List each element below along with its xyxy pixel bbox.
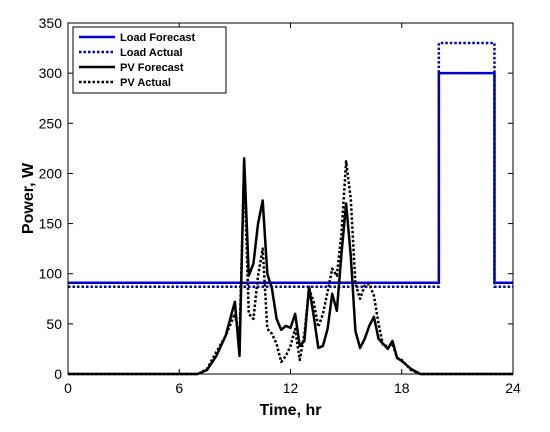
y-axis-label: Power, W	[20, 162, 37, 234]
x-tick-label: 0	[64, 380, 72, 396]
series-line-pv-actual	[68, 160, 513, 376]
y-tick-label: 350	[39, 15, 63, 31]
legend-label-load-actual: Load Actual	[120, 47, 183, 59]
x-axis-label: Time, hr	[260, 402, 322, 419]
x-tick-label: 6	[175, 380, 183, 396]
y-tick-label: 150	[39, 216, 63, 232]
y-tick-label: 300	[39, 65, 63, 81]
series-line-pv-forecast	[68, 157, 513, 376]
x-tick-label: 12	[283, 380, 299, 396]
legend-label-pv-forecast: PV Forecast	[120, 62, 184, 74]
series-line-load-forecast	[68, 71, 513, 284]
legend-label-load-forecast: Load Forecast	[120, 32, 196, 44]
y-tick-label: 0	[54, 366, 62, 382]
legend: Load Forecast Load Actual PV Forecast PV Ac…	[72, 26, 227, 94]
x-tick-label: 24	[505, 380, 521, 396]
x-tick-label: 18	[394, 380, 410, 396]
ticks-layer: 0 6 12 18 24 0 50 100 150 200 250 300 350	[39, 15, 521, 396]
y-tick-label: 200	[39, 165, 63, 181]
series-layer	[68, 41, 513, 376]
y-tick-label: 100	[39, 266, 63, 282]
y-tick-label: 50	[46, 316, 62, 332]
legend-label-pv-actual: PV Actual	[120, 77, 171, 89]
y-tick-label: 250	[39, 115, 63, 131]
